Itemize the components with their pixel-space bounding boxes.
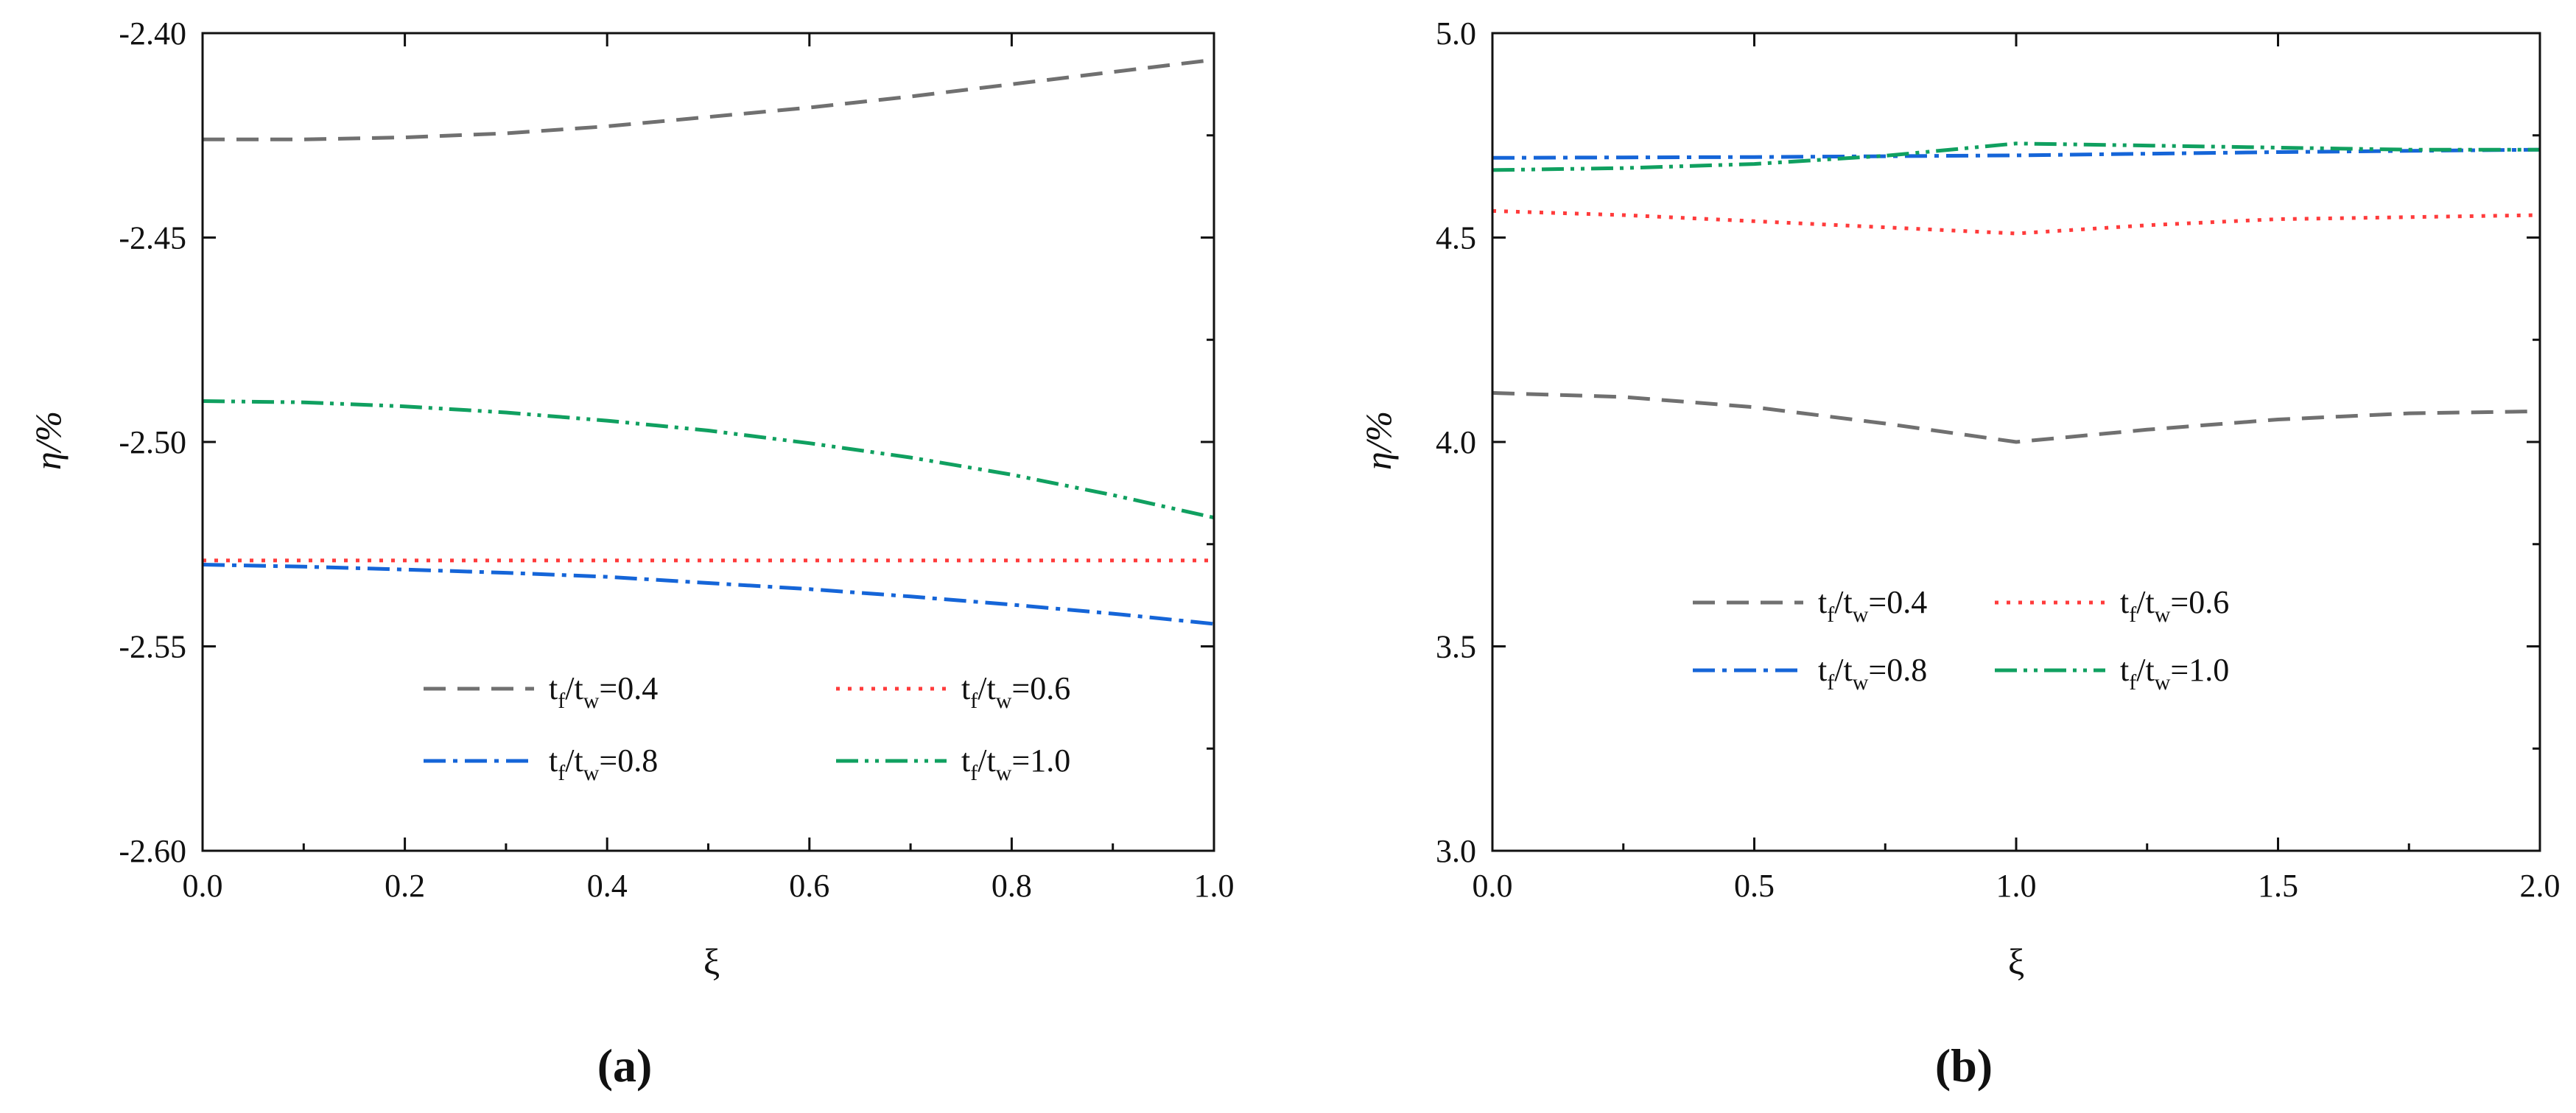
legend-label-2: tf/tw=0.8 <box>549 742 658 785</box>
x-axis-label: ξ <box>2008 941 2024 982</box>
y-tick-label: 4.0 <box>1436 424 1476 460</box>
x-tick-label: 2.0 <box>2520 868 2561 904</box>
series-line-3 <box>202 399 1215 520</box>
legend-label-0: tf/tw=0.4 <box>1818 584 1927 627</box>
y-axis-label: η/% <box>1358 411 1399 470</box>
y-tick-label: 4.5 <box>1436 220 1476 256</box>
y-tick-label: -2.50 <box>119 424 186 460</box>
y-tick-label: -2.55 <box>119 629 186 665</box>
series-line-1 <box>1492 208 2541 236</box>
y-tick-label: 5.0 <box>1436 15 1476 52</box>
x-tick-label: 0.2 <box>385 868 425 904</box>
legend-label-2: tf/tw=0.8 <box>1818 652 1927 695</box>
y-tick-label: 3.5 <box>1436 629 1476 665</box>
x-tick-label: 0.6 <box>789 868 829 904</box>
x-tick-label: 0.8 <box>992 868 1032 904</box>
panel-a: 0.0 0.2 0.4 0.6 0.8 1.0 -2.60 -2.55 -2.50 -2.45 -2… <box>27 15 1235 1092</box>
legend-label-0: tf/tw=0.4 <box>549 670 658 713</box>
panel-label: (a) <box>597 1039 653 1092</box>
x-axis-label: ξ <box>703 941 720 982</box>
legend-label-3: tf/tw=1.0 <box>961 742 1070 785</box>
legend-label-3: tf/tw=1.0 <box>2120 652 2229 695</box>
series-line-0 <box>203 57 1215 141</box>
y-tick-label: -2.40 <box>119 15 186 52</box>
x-tick-label: 1.5 <box>2258 868 2298 904</box>
x-tick-label: 0.0 <box>1473 868 1513 904</box>
x-tick-label: 0.5 <box>1734 868 1775 904</box>
legend-label-1: tf/tw=0.6 <box>2120 584 2229 627</box>
series-line-2 <box>1492 147 2541 160</box>
series-line-3 <box>1492 141 2540 172</box>
plot-frame <box>201 32 1215 852</box>
panel-label: (b) <box>1935 1039 1993 1092</box>
x-tick-label: 0.0 <box>183 868 223 904</box>
y-tick-label: -2.45 <box>119 220 186 256</box>
panel-b: 0.0 0.5 1.0 1.5 2.0 3.0 3.5 4.0 4.5 5.0 tf/tw=0.4… <box>1358 15 2561 1092</box>
y-axis-label: η/% <box>27 411 69 470</box>
series-line-2 <box>202 563 1215 626</box>
series-line-0 <box>1492 390 2541 444</box>
y-tick-label: 3.0 <box>1436 833 1476 869</box>
x-tick-label: 1.0 <box>1194 868 1235 904</box>
x-tick-label: 1.0 <box>1996 868 2037 904</box>
x-tick-label: 0.4 <box>587 868 628 904</box>
y-tick-label: -2.60 <box>119 833 186 869</box>
legend-label-1: tf/tw=0.6 <box>961 670 1070 713</box>
